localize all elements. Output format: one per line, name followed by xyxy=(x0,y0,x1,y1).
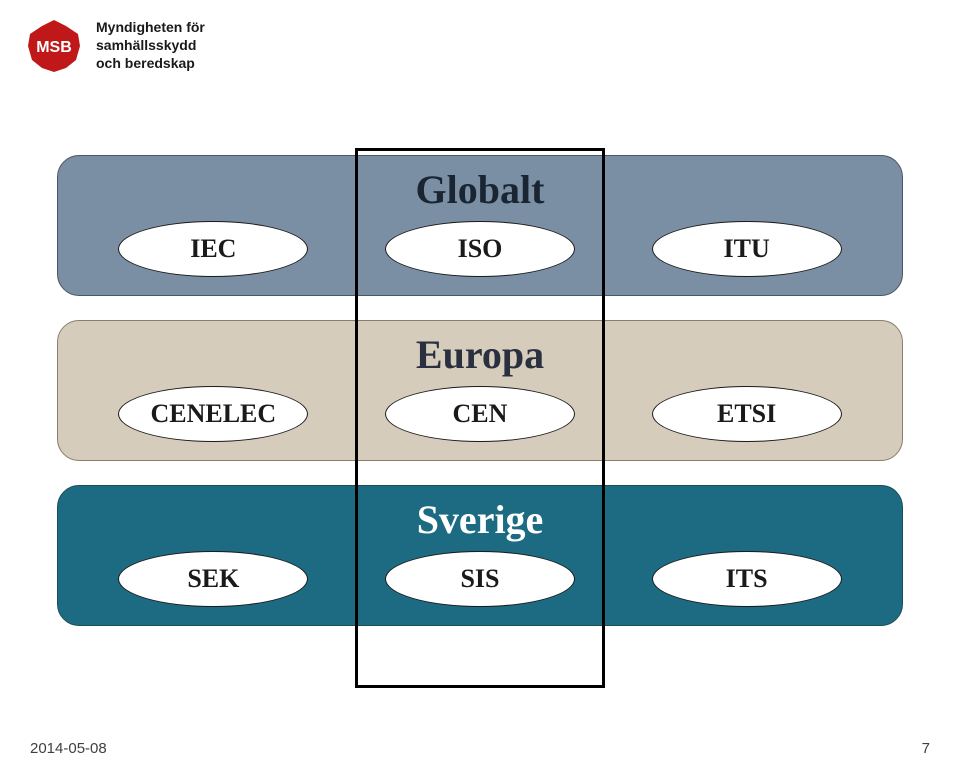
ellipse-row-sverige: SEK SIS ITS xyxy=(58,551,902,607)
org-iso: ISO xyxy=(385,221,575,277)
level-title-europa: Europa xyxy=(58,331,902,378)
org-cenelec: CENELEC xyxy=(118,386,308,442)
msb-logo-icon: MSB xyxy=(26,18,82,74)
slide-header: MSB Myndigheten för samhällsskydd och be… xyxy=(26,18,205,74)
slide-footer: 2014-05-08 7 xyxy=(30,740,930,757)
svg-text:MSB: MSB xyxy=(36,39,72,56)
level-europa: Europa CENELEC CEN ETSI xyxy=(57,320,903,461)
org-iec: IEC xyxy=(118,221,308,277)
agency-name: Myndigheten för samhällsskydd och bereds… xyxy=(96,19,205,73)
level-title-sverige: Sverige xyxy=(58,496,902,543)
agency-name-line-2: samhällsskydd xyxy=(96,37,205,55)
level-title-globalt: Globalt xyxy=(58,166,902,213)
agency-name-line-3: och beredskap xyxy=(96,55,205,73)
org-sek: SEK xyxy=(118,551,308,607)
org-itu: ITU xyxy=(652,221,842,277)
footer-date: 2014-05-08 xyxy=(30,740,107,757)
level-sverige: Sverige SEK SIS ITS xyxy=(57,485,903,626)
level-globalt: Globalt IEC ISO ITU xyxy=(57,155,903,296)
agency-name-line-1: Myndigheten för xyxy=(96,19,205,37)
org-etsi: ETSI xyxy=(652,386,842,442)
org-its: ITS xyxy=(652,551,842,607)
ellipse-row-europa: CENELEC CEN ETSI xyxy=(58,386,902,442)
footer-page-number: 7 xyxy=(922,740,930,757)
org-cen: CEN xyxy=(385,386,575,442)
org-sis: SIS xyxy=(385,551,575,607)
standards-diagram: Globalt IEC ISO ITU Europa CENELEC CEN E… xyxy=(57,155,903,650)
ellipse-row-globalt: IEC ISO ITU xyxy=(58,221,902,277)
